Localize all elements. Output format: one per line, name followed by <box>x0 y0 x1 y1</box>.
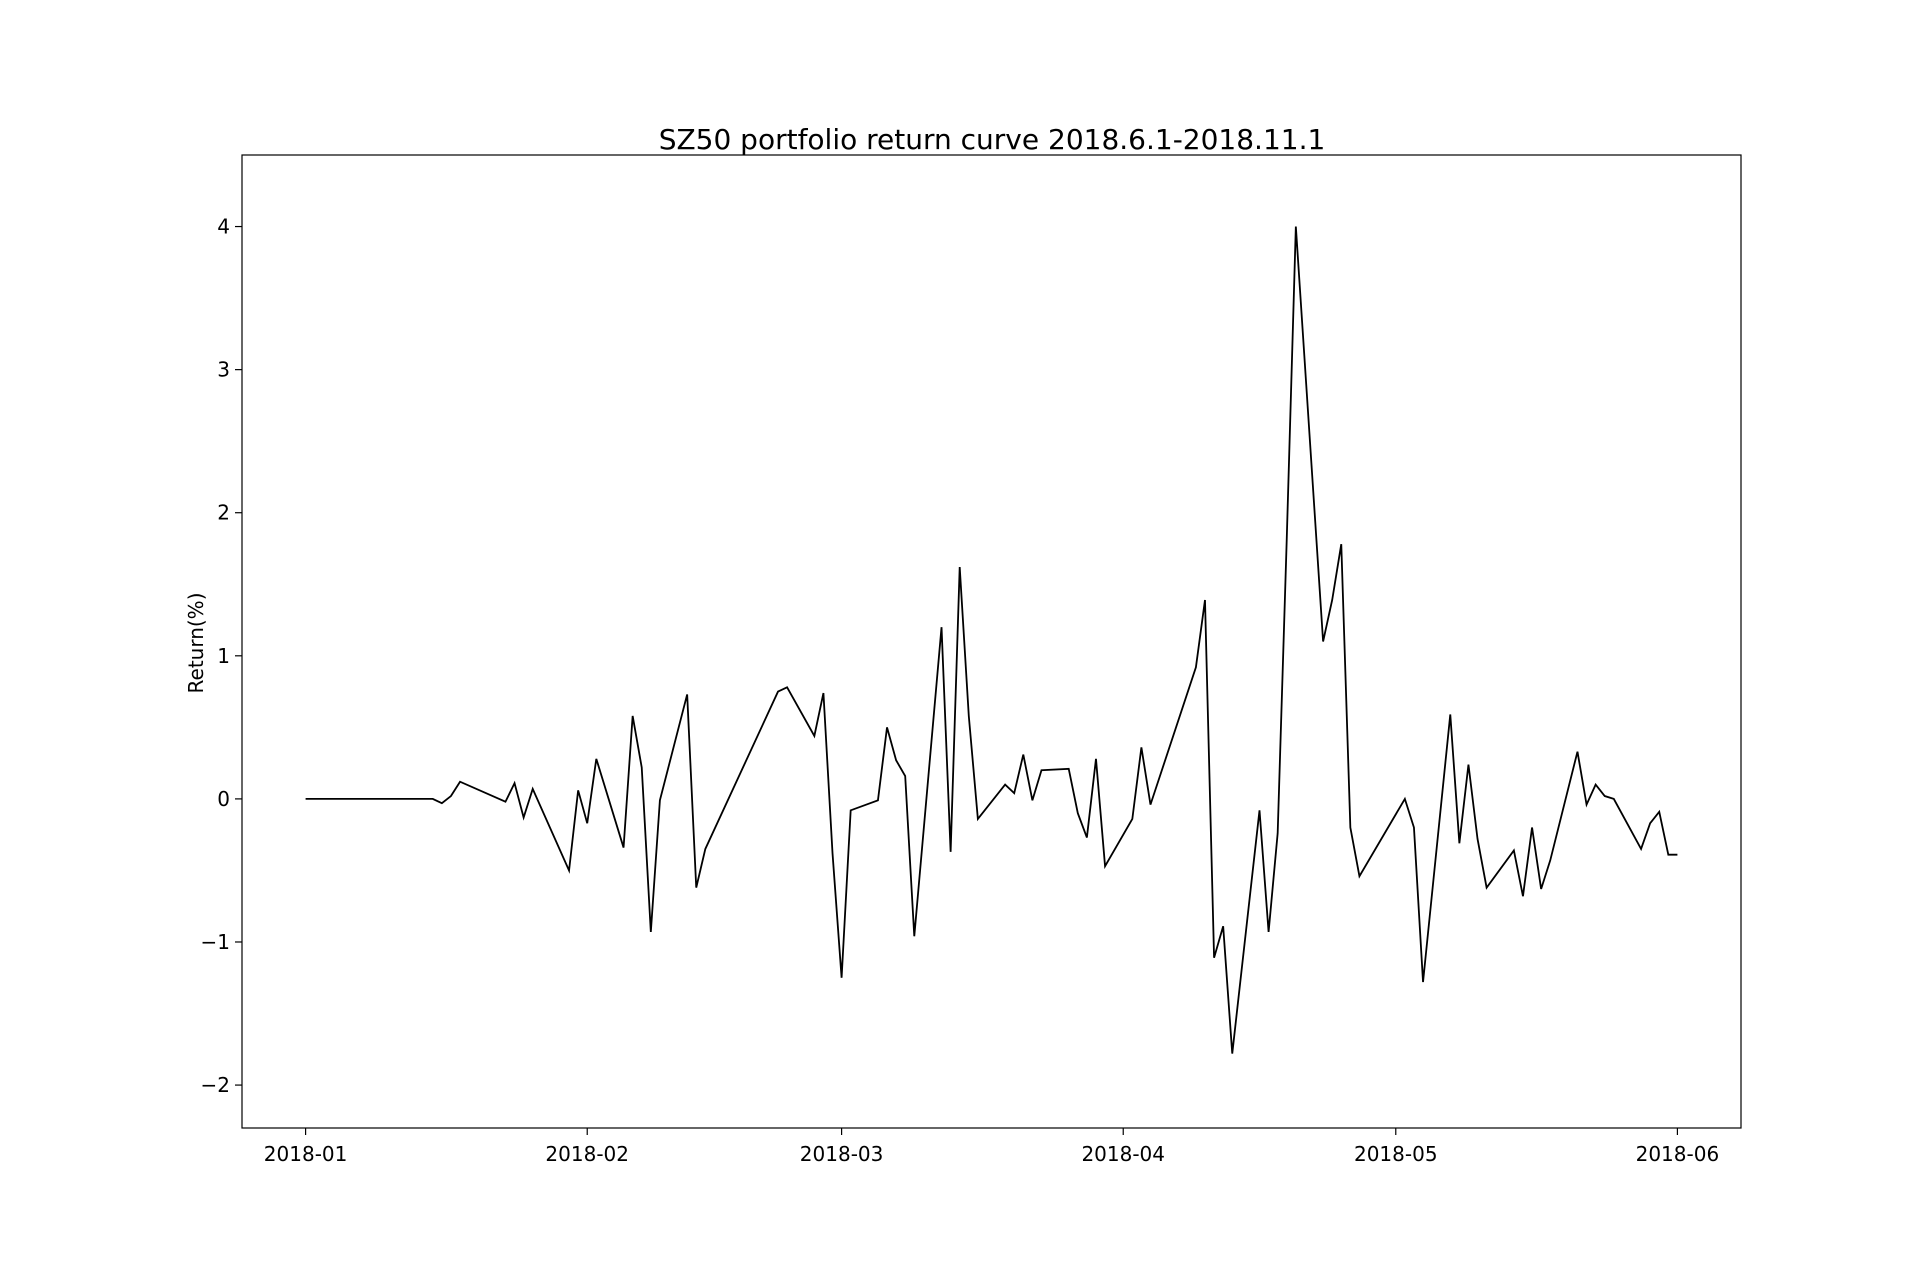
x-tick-label: 2018-04 <box>1081 1142 1165 1166</box>
y-tick-label: −2 <box>201 1073 230 1097</box>
y-tick-label: −1 <box>201 930 230 954</box>
return-series-line <box>305 226 1678 1054</box>
y-tick-label: 2 <box>217 501 230 525</box>
y-tick-label: 1 <box>217 644 230 668</box>
y-tick-label: 0 <box>217 787 230 811</box>
x-tick-label: 2018-01 <box>264 1142 348 1166</box>
y-tick-label: 3 <box>217 358 230 382</box>
x-axis-ticks: 2018-01 2018-02 2018-03 2018-04 2018-05 2018-… <box>264 1128 1719 1166</box>
x-tick-label: 2018-02 <box>545 1142 629 1166</box>
x-tick-label: 2018-06 <box>1636 1142 1720 1166</box>
x-tick-label: 2018-05 <box>1354 1142 1438 1166</box>
series-group <box>305 226 1678 1054</box>
plot-area-frame <box>241 154 1742 1129</box>
y-tick-label: 4 <box>217 215 230 239</box>
chart-title: SZ50 portfolio return curve 2018.6.1-201… <box>659 123 1326 156</box>
y-axis-ticks: −2 −1 0 1 2 3 4 <box>201 215 242 1097</box>
x-tick-label: 2018-03 <box>800 1142 884 1166</box>
y-axis-label: Return(%) <box>184 593 208 694</box>
